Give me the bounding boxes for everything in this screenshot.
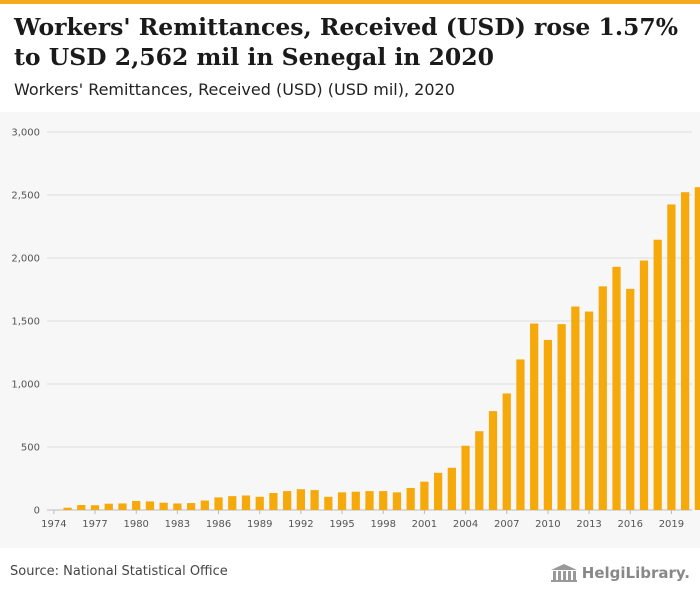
x-tick-label: 2016 — [618, 519, 643, 530]
x-tick-label: 1986 — [206, 519, 231, 530]
bar — [90, 505, 100, 510]
bar — [653, 239, 662, 510]
chart-area: 0 500 1,000 1,500 2,000 2,500 3,000 1974 1977 198… — [0, 112, 700, 548]
bar — [228, 496, 237, 510]
bar — [612, 266, 621, 510]
bar — [296, 489, 305, 510]
bar — [571, 306, 580, 510]
bar — [365, 491, 374, 510]
bar — [543, 339, 553, 510]
bar — [241, 495, 251, 510]
x-tick-label: 1992 — [288, 519, 313, 530]
bar — [77, 504, 86, 510]
bar — [626, 288, 635, 510]
bar — [104, 503, 113, 510]
y-tick-label: 1,000 — [11, 380, 40, 391]
bar — [379, 491, 388, 510]
x-tick-label: 1995 — [329, 519, 354, 530]
x-tick-label: 2013 — [576, 519, 601, 530]
bar — [406, 487, 415, 510]
x-tick-label: 1983 — [165, 519, 190, 530]
bars — [63, 187, 700, 511]
x-tick-label: 2007 — [494, 519, 519, 530]
bar-chart: 0 500 1,000 1,500 2,000 2,500 3,000 1974 1977 198… — [11, 128, 700, 531]
bar — [392, 492, 402, 510]
bar — [132, 500, 141, 510]
x-tick-label: 1998 — [370, 519, 395, 530]
bar — [214, 497, 223, 510]
bar — [639, 260, 649, 510]
x-tick-label: 1989 — [247, 519, 272, 530]
x-tick-label: 2019 — [659, 519, 684, 530]
x-tick-label: 1974 — [41, 519, 66, 530]
source-note: Source: National Statistical Office — [10, 564, 228, 579]
x-tick-label: 2004 — [453, 519, 478, 530]
y-tick-label: 2,000 — [11, 254, 40, 265]
bar — [186, 503, 196, 510]
axes: 0 500 1,000 1,500 2,000 2,500 3,000 1974 1977 198… — [11, 128, 684, 531]
bar — [337, 492, 347, 510]
bar — [283, 491, 292, 510]
bar — [488, 411, 498, 510]
bar — [557, 324, 566, 510]
bar — [118, 503, 127, 510]
helgilibrary-logo: HelgiLibrary. — [550, 562, 690, 584]
logo-text: HelgiLibrary. — [581, 564, 690, 582]
bar — [200, 500, 209, 510]
bar — [310, 490, 319, 510]
x-tick-label: 2010 — [535, 519, 560, 530]
grid-lines — [47, 131, 692, 511]
bar — [694, 187, 700, 511]
y-tick-label: 2,500 — [11, 191, 40, 202]
bar — [63, 507, 72, 510]
x-tick-label: 2001 — [412, 519, 437, 530]
y-tick-label: 1,500 — [11, 317, 40, 328]
accent-bar — [0, 0, 700, 4]
bar — [145, 501, 155, 510]
x-tick-label: 1977 — [82, 519, 107, 530]
bar — [173, 503, 182, 510]
bar — [461, 445, 470, 510]
y-tick-label: 500 — [21, 443, 40, 454]
bar — [598, 286, 607, 510]
bar — [502, 393, 511, 510]
library-building-icon — [550, 564, 577, 582]
x-tick-label: 1980 — [123, 519, 148, 530]
bar — [516, 359, 525, 510]
y-tick-label: 3,000 — [11, 128, 40, 139]
bar — [447, 467, 456, 510]
bar — [159, 502, 168, 510]
bar — [530, 323, 539, 510]
bar — [584, 311, 594, 510]
bar — [434, 472, 443, 510]
bar — [681, 192, 690, 510]
y-tick-label: 0 — [34, 506, 40, 517]
bar — [351, 491, 360, 510]
bar — [269, 492, 278, 510]
bar — [324, 496, 333, 510]
bar — [475, 431, 484, 510]
chart-title: Workers' Remittances, Received (USD) ros… — [14, 13, 679, 71]
bar — [255, 496, 264, 510]
chart-subtitle: Workers' Remittances, Received (USD) (US… — [14, 80, 455, 99]
bar — [667, 204, 676, 510]
bar — [420, 481, 429, 510]
